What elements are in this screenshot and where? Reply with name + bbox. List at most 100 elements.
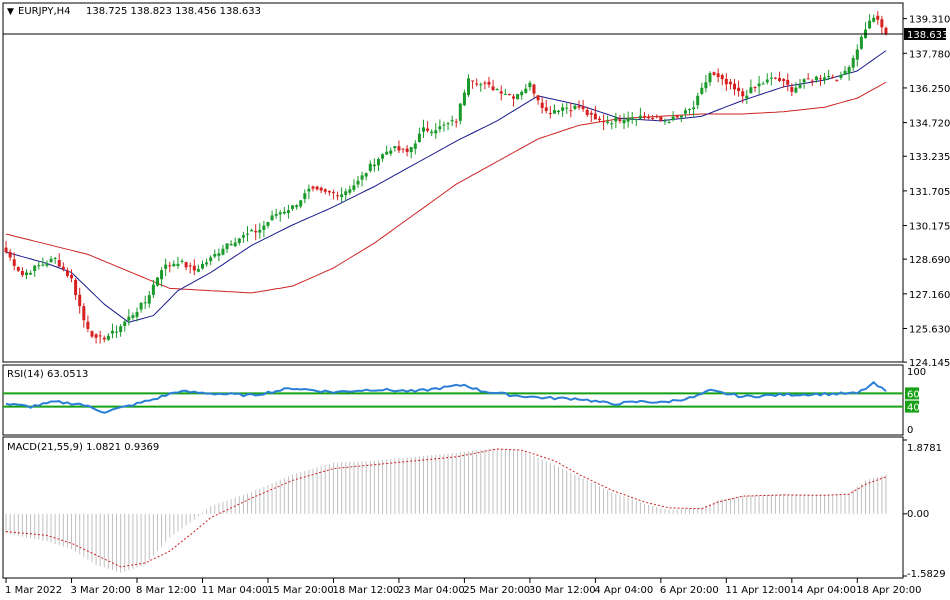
candle-body: [405, 148, 409, 152]
candle-body: [291, 205, 295, 209]
price-y-tick-label: 134.720: [909, 119, 950, 130]
candle-body: [74, 279, 78, 296]
candle-body: [438, 126, 442, 130]
candle-body: [528, 82, 532, 88]
price-panel-ohlc: 138.725 138.823 138.456 138.633: [86, 6, 261, 17]
candle-body: [258, 229, 262, 233]
candle-body: [229, 243, 233, 246]
price-y-tick-label: 133.235: [909, 152, 950, 163]
candle-body: [70, 275, 74, 279]
time-axis: 1 Mar 2022 3 Mar 20:00 8 Mar 12:00 11 Mar 0…: [5, 578, 922, 596]
candle-body: [712, 72, 716, 75]
candle-body: [270, 215, 274, 221]
candle-body: [16, 267, 20, 271]
candle-body: [336, 195, 340, 197]
candle-body: [593, 113, 597, 120]
x-tick-label: 1 Mar 2022: [5, 585, 62, 596]
candle-body: [450, 120, 454, 122]
candle-body: [520, 91, 524, 96]
candle-body: [655, 116, 659, 118]
candle-body: [532, 84, 536, 94]
candle-body: [57, 260, 61, 267]
candle-body: [49, 258, 53, 263]
rsi-y-tick-label: 100: [907, 367, 926, 378]
x-tick-label: 18 Mar 12:00: [332, 585, 399, 596]
candle-body: [462, 92, 466, 106]
candle-body: [618, 119, 622, 122]
candle-body: [348, 189, 352, 193]
candle-body: [344, 191, 348, 196]
candle-body: [552, 110, 556, 114]
candle-body: [876, 15, 880, 20]
candle-body: [503, 93, 507, 95]
price-y-tick-label: 127.160: [909, 290, 950, 301]
candle-body: [164, 264, 168, 269]
candle-body: [446, 123, 450, 125]
rsi-y-tick-label: 0: [907, 425, 913, 436]
candle-body: [610, 123, 614, 125]
candle-body: [880, 19, 884, 28]
candle-body: [8, 251, 12, 258]
x-tick-label: 25 Mar 20:00: [463, 585, 530, 596]
candle-body: [65, 270, 69, 276]
candle-body: [540, 102, 544, 109]
macd-histogram: [5, 447, 887, 573]
candle-body: [458, 103, 462, 121]
candle-body: [872, 17, 876, 22]
candle-body: [794, 87, 798, 93]
candle-body: [847, 67, 851, 74]
candle-body: [53, 257, 57, 259]
candle-body: [827, 75, 831, 78]
rsi-level-label: 40: [907, 403, 920, 414]
rsi-path: [5, 380, 887, 414]
candle-body: [123, 321, 127, 327]
candle-body: [577, 105, 581, 108]
candle-body: [389, 150, 393, 154]
candle-body: [823, 77, 827, 81]
candle-body: [434, 130, 438, 134]
candle-body: [855, 49, 859, 60]
candle-body: [831, 76, 835, 78]
candle-body: [491, 86, 495, 91]
candle-body: [303, 193, 307, 200]
candle-body: [102, 337, 106, 340]
x-tick-label: 15 Mar 20:00: [267, 585, 334, 596]
candle-body: [352, 185, 356, 190]
candle-body: [569, 110, 573, 112]
candle-body: [184, 262, 188, 268]
candle-body: [536, 95, 540, 101]
macd-panel-frame: [2, 436, 904, 579]
candle-body: [180, 260, 184, 262]
candle-body: [802, 79, 806, 83]
x-tick-label: 23 Mar 04:00: [398, 585, 465, 596]
price-panel-frame: [2, 2, 904, 363]
candle-body: [818, 78, 822, 80]
candle-body: [745, 95, 749, 99]
candle-body: [467, 78, 471, 95]
price-panel-header-triangle: ▼: [7, 7, 14, 17]
candle-body: [741, 91, 745, 97]
candle-body: [602, 121, 606, 123]
macd-y-axis: 1.8781 0.00 -1.5829: [903, 439, 946, 580]
candle-body: [597, 118, 601, 120]
candle-body: [692, 107, 696, 110]
candle-body: [135, 311, 139, 317]
candle-body: [495, 89, 499, 91]
candle-body: [151, 284, 155, 295]
candle-body: [430, 131, 434, 134]
candle-body: [127, 316, 131, 321]
candle-body: [728, 81, 732, 85]
candle-body: [221, 248, 225, 255]
current-price-box: [904, 27, 946, 40]
rsi-line: [5, 380, 887, 414]
candle-body: [843, 70, 847, 75]
x-tick-label: 14 Apr 04:00: [791, 585, 856, 596]
candle-body: [421, 127, 425, 132]
candle-body: [884, 27, 888, 34]
rsi-level-box: [905, 387, 919, 400]
candle-body: [622, 120, 626, 124]
candle-body: [626, 118, 630, 122]
ma-fast-line: [5, 50, 887, 323]
candle-body: [115, 331, 119, 333]
